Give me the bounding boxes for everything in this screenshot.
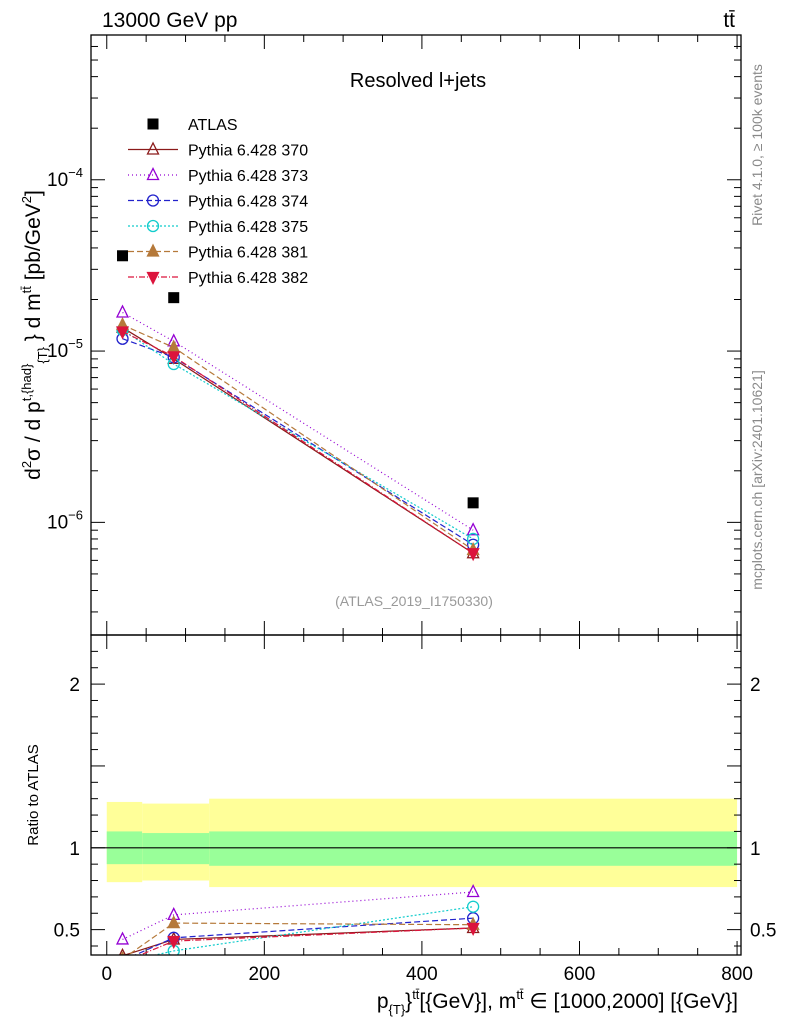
legend-label: Pythia 6.428 374 bbox=[188, 194, 308, 211]
inner-band bbox=[209, 831, 738, 866]
x-tick-label: 400 bbox=[406, 964, 438, 985]
data-point bbox=[167, 351, 181, 365]
process-label: tt̄ bbox=[723, 9, 735, 32]
rivet-label: Rivet 4.1.0, ≥ 100k events bbox=[749, 64, 765, 226]
main-axis-ticks: 10−6 10−5 10−4 bbox=[47, 34, 741, 635]
ratio-point bbox=[466, 884, 480, 898]
ratio-uncertainty-bands bbox=[91, 798, 741, 888]
ratio-series-group bbox=[115, 884, 480, 969]
x-tick-label: 200 bbox=[248, 964, 280, 985]
data-point bbox=[168, 292, 180, 304]
data-point bbox=[467, 497, 479, 509]
data-point bbox=[117, 250, 129, 262]
mcplots-label: mcplots.cern.ch [arXiv:2401.10621] bbox=[749, 370, 765, 589]
ratio-line bbox=[152, 906, 474, 955]
ratio-y-label-right: 2 bbox=[750, 675, 761, 696]
ratio-y-label-left: 2 bbox=[69, 675, 80, 696]
legend-entry: Pythia 6.428 374 bbox=[128, 194, 308, 211]
ratio-point bbox=[115, 931, 130, 945]
series-pythia-6-428-382 bbox=[115, 326, 480, 562]
ratio-axis-ticks: 0.5 0.5 1 1 2 2 0 200 400 600 800 bbox=[54, 635, 776, 985]
y-tick-label: 10−4 bbox=[47, 165, 83, 191]
collision-header: 13000 GeV pp bbox=[102, 9, 237, 32]
ratio-line bbox=[127, 922, 474, 955]
ratio-y-title: Ratio to ATLAS bbox=[25, 744, 42, 845]
x-tick-label: 0 bbox=[101, 964, 112, 985]
legend-entry: Pythia 6.428 370 bbox=[128, 141, 308, 160]
legend-entry: Pythia 6.428 382 bbox=[128, 270, 308, 287]
ratio-point bbox=[466, 900, 480, 913]
legend-marker bbox=[146, 219, 160, 233]
x-tick-label: 800 bbox=[721, 964, 753, 985]
ratio-point bbox=[120, 954, 125, 955]
data-point bbox=[466, 522, 480, 536]
legend-marker bbox=[146, 243, 160, 257]
legend-marker bbox=[146, 271, 160, 285]
x-tick-label: 600 bbox=[564, 964, 596, 985]
legend-label: Pythia 6.428 373 bbox=[188, 168, 308, 185]
svg-text:p{T}}tt̄[{GeV}], mtt̄ ∈ [1000,: p{T}}tt̄[{GeV}], mtt̄ ∈ [1000,2000] [{Ge… bbox=[377, 987, 738, 1017]
legend-marker bbox=[147, 118, 159, 130]
ratio-line bbox=[122, 891, 474, 940]
y-tick-label: 10−6 bbox=[47, 507, 83, 533]
inner-band bbox=[142, 833, 210, 865]
legend-label: ATLAS bbox=[188, 117, 238, 134]
legend-label: Pythia 6.428 381 bbox=[188, 245, 308, 262]
legend-label: Pythia 6.428 370 bbox=[188, 143, 308, 160]
legend: ATLAS Pythia 6.428 370 Pythia 6.428 373 Pyt… bbox=[128, 117, 308, 287]
ratio-point bbox=[167, 935, 181, 950]
main-y-title: d2σ / d pt,{had}{T} } d mtt̄ [pb/GeV2] bbox=[19, 190, 50, 480]
data-point bbox=[115, 304, 130, 318]
series-atlas bbox=[117, 250, 479, 509]
legend-label: Pythia 6.428 382 bbox=[188, 270, 308, 287]
analysis-watermark: (ATLAS_2019_I1750330) bbox=[335, 593, 493, 609]
legend-marker bbox=[146, 141, 160, 155]
plot-title: Resolved l+jets bbox=[350, 70, 486, 92]
ratio-point bbox=[167, 915, 181, 929]
data-point bbox=[115, 326, 130, 340]
legend-marker bbox=[146, 194, 160, 207]
ratio-y-label-left: 0.5 bbox=[54, 921, 80, 942]
series-line bbox=[122, 331, 474, 554]
x-axis-title: p{T}}tt̄[{GeV}], mtt̄ ∈ [1000,2000] [{Ge… bbox=[377, 987, 738, 1017]
legend-marker bbox=[146, 167, 160, 181]
ratio-series bbox=[115, 884, 480, 969]
legend-entry: ATLAS bbox=[147, 117, 238, 134]
legend-entry: Pythia 6.428 381 bbox=[128, 243, 308, 262]
y-tick-label: 10−5 bbox=[47, 336, 83, 362]
ratio-point bbox=[466, 922, 480, 936]
ratio-y-label-right: 1 bbox=[750, 839, 761, 860]
series-pythia-6-428-373 bbox=[115, 304, 480, 536]
ratio-y-label-right: 0.5 bbox=[750, 921, 776, 942]
ratio-point bbox=[117, 958, 128, 969]
ratio-frame bbox=[90, 634, 742, 956]
main-series bbox=[115, 250, 480, 562]
legend-entry: Pythia 6.428 373 bbox=[128, 167, 308, 185]
series-pythia-6-428-374 bbox=[116, 332, 480, 551]
legend-label: Pythia 6.428 375 bbox=[188, 219, 308, 236]
data-point bbox=[466, 548, 480, 562]
legend-entry: Pythia 6.428 375 bbox=[128, 219, 308, 236]
ratio-pythia-6-428-382 bbox=[117, 922, 480, 969]
ratio-y-label-left: 1 bbox=[69, 839, 80, 860]
svg-text:d2σ / d pt,{had}{T} } d mtt̄ [: d2σ / d pt,{had}{T} } d mtt̄ [pb/GeV2] bbox=[19, 190, 50, 480]
ratio-point bbox=[117, 957, 128, 968]
